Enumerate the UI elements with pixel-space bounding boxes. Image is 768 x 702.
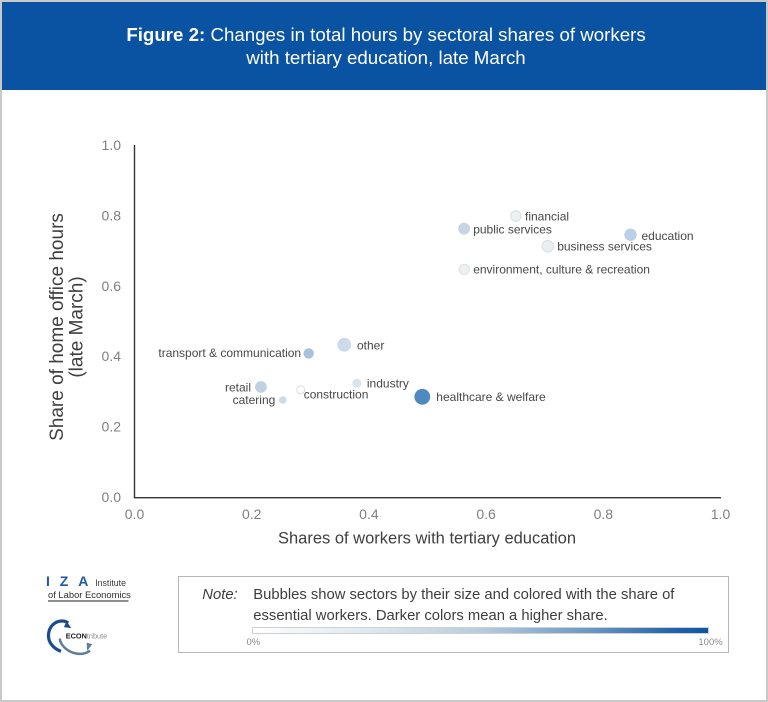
svg-text:business services: business services [557, 239, 652, 253]
svg-text:transport & communication: transport & communication [158, 346, 301, 360]
svg-text:0.8: 0.8 [102, 207, 122, 223]
svg-text:1.0: 1.0 [711, 506, 731, 522]
svg-text:of Labor Economics: of Labor Economics [48, 589, 131, 600]
svg-text:I: I [46, 573, 50, 589]
svg-text:Institute: Institute [95, 578, 126, 588]
svg-text:(late March): (late March) [67, 276, 88, 377]
svg-text:public services: public services [473, 223, 552, 237]
svg-text:other: other [357, 338, 384, 352]
svg-text:0.8: 0.8 [594, 506, 614, 522]
svg-text:Share of home office hours: Share of home office hours [47, 213, 68, 441]
svg-text:Shares of workers with tertiar: Shares of workers with tertiary educatio… [278, 530, 576, 548]
svg-text:construction: construction [304, 388, 369, 402]
svg-text:0.4: 0.4 [102, 348, 122, 364]
svg-text:0.2: 0.2 [242, 506, 262, 522]
svg-text:catering: catering [233, 393, 276, 407]
svg-text:0.2: 0.2 [102, 419, 122, 435]
svg-text:Z: Z [60, 573, 69, 589]
svg-text:healthcare & welfare: healthcare & welfare [436, 390, 546, 404]
svg-text:0.0: 0.0 [102, 489, 122, 505]
svg-text:education: education [642, 229, 694, 243]
svg-text:A: A [78, 573, 88, 589]
svg-text:1.0: 1.0 [102, 137, 122, 153]
svg-text:0.4: 0.4 [359, 506, 379, 522]
svg-text:0.6: 0.6 [102, 278, 122, 294]
svg-text:retail: retail [225, 380, 251, 394]
svg-text:industry: industry [367, 376, 409, 390]
svg-text:0.0: 0.0 [125, 506, 145, 522]
svg-text:ECONtribute: ECONtribute [66, 632, 107, 641]
svg-text:0.6: 0.6 [476, 506, 496, 522]
svg-text:environment, culture & recreat: environment, culture & recreation [473, 263, 650, 277]
svg-text:financial: financial [525, 210, 569, 224]
